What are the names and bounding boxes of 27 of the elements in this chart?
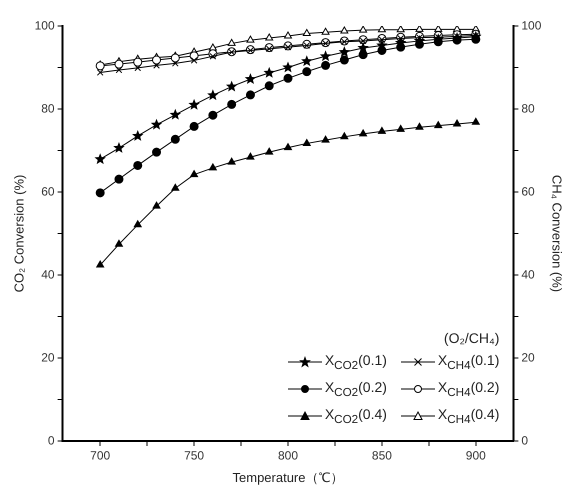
x-tick-label: 900: [466, 448, 486, 463]
legend-title: (O₂/CH₄): [442, 330, 500, 346]
x-tick-label: 750: [184, 448, 204, 463]
y2-tick-label: 0: [521, 433, 528, 448]
legend-label: X$_{CO2}$(0.1): [324, 352, 387, 372]
y2-tick-label: 60: [521, 184, 536, 198]
y2-tick-label: 80: [521, 101, 536, 116]
x-tick-label: 800: [278, 448, 298, 463]
y2-tick-label: 20: [521, 350, 536, 364]
legend-label: X$_{CH4}$(0.1): [438, 352, 500, 372]
x-axis-title: Temperature（℃）: [232, 470, 344, 485]
y-tick-label: 100: [34, 18, 55, 32]
y2-tick-label: 100: [521, 18, 542, 32]
y2-tick-label: 40: [521, 267, 536, 282]
y-tick-label: 40: [41, 267, 55, 282]
legend-label: X$_{CH4}$(0.2): [438, 378, 500, 398]
legend-label: X$_{CO2}$(0.4): [324, 406, 387, 426]
legend-label: X$_{CO2}$(0.2): [324, 378, 387, 398]
y-axis-title: CO₂ Conversion (%): [11, 174, 26, 292]
y2-axis-title: CH₄ Conversion (%): [550, 174, 565, 292]
y-tick-label: 80: [41, 101, 55, 116]
x-tick-label: 850: [372, 448, 392, 463]
legend-label: X$_{CH4}$(0.4): [438, 406, 500, 426]
x-tick-label: 700: [90, 448, 111, 463]
y-tick-label: 20: [41, 350, 55, 364]
y-tick-label: 0: [48, 433, 55, 448]
y-tick-label: 60: [41, 184, 55, 198]
